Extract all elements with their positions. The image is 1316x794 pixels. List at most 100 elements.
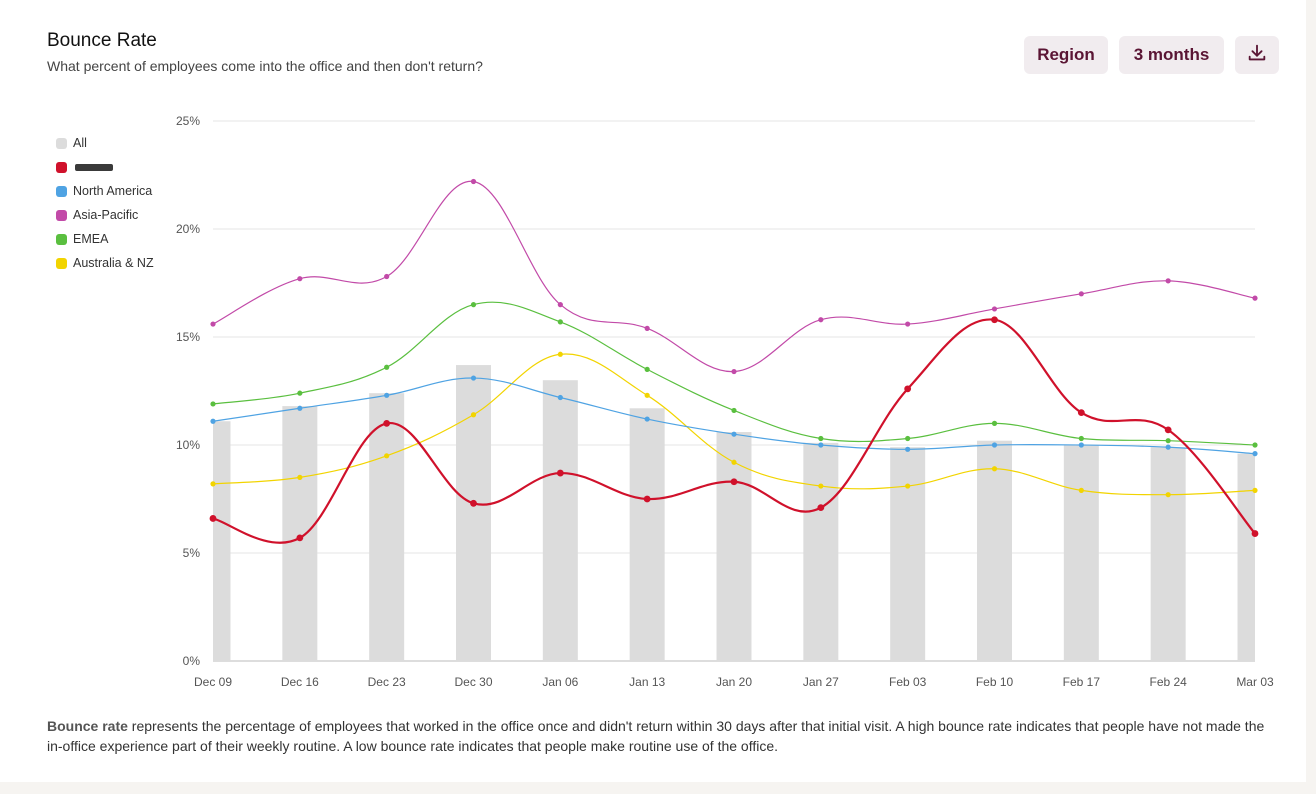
data-point <box>818 317 824 323</box>
data-point <box>296 534 304 542</box>
data-point <box>1078 442 1084 448</box>
legend-item[interactable]: North America <box>56 179 154 203</box>
legend-label: Australia & NZ <box>73 256 154 270</box>
y-tick-label: 5% <box>183 546 201 560</box>
bar-all <box>803 442 839 661</box>
data-point <box>818 435 824 442</box>
data-point <box>470 499 477 507</box>
footnote-text: represents the percentage of employees t… <box>47 718 1265 754</box>
data-point <box>731 459 737 465</box>
data-point <box>1077 409 1085 416</box>
page-subtitle: What percent of employees come into the … <box>47 58 483 74</box>
data-point <box>210 401 216 407</box>
footnote-term: Bounce rate <box>47 718 128 734</box>
data-point <box>1078 291 1084 297</box>
legend-item[interactable]: Asia-Pacific <box>56 203 154 227</box>
bar-all <box>716 432 752 661</box>
legend-item[interactable]: All <box>56 131 154 155</box>
bar-all <box>1237 453 1255 661</box>
x-tick-label: Jan 27 <box>803 675 839 689</box>
data-point <box>818 483 824 489</box>
data-point <box>557 351 563 357</box>
data-point <box>731 407 737 414</box>
bar-all <box>1150 447 1186 661</box>
legend-label: North America <box>73 184 153 198</box>
page-title: Bounce Rate <box>47 30 157 51</box>
y-tick-label: 0% <box>183 654 201 668</box>
data-point <box>904 385 912 393</box>
data-point <box>384 364 390 370</box>
x-tick-label: Feb 10 <box>976 675 1014 689</box>
data-point <box>1252 442 1258 448</box>
download-icon <box>1246 42 1268 69</box>
x-tick-label: Dec 09 <box>194 675 232 689</box>
bar-all <box>890 447 926 661</box>
data-point <box>731 368 737 375</box>
legend-redacted-label <box>75 163 113 171</box>
x-tick-label: Dec 16 <box>281 675 319 689</box>
data-point <box>557 302 563 308</box>
data-point <box>991 316 998 324</box>
bar-all <box>369 393 405 661</box>
data-point <box>643 495 651 503</box>
data-point <box>731 431 737 437</box>
legend-swatch <box>56 185 67 197</box>
bar-all <box>977 440 1012 661</box>
legend-swatch <box>56 209 67 221</box>
data-point <box>1252 451 1258 457</box>
data-point <box>297 405 303 411</box>
x-tick-label: Feb 17 <box>1063 675 1101 689</box>
x-tick-label: Dec 23 <box>368 675 406 689</box>
legend-swatch <box>56 233 67 245</box>
data-point <box>1165 438 1171 444</box>
data-point <box>644 392 650 398</box>
bounce-rate-card: Bounce Rate What percent of employees co… <box>0 0 1306 782</box>
legend-swatch <box>56 137 67 149</box>
legend-item[interactable]: Australia & NZ <box>56 251 154 275</box>
bar-all <box>542 380 578 661</box>
data-point <box>905 435 911 442</box>
data-point <box>384 273 390 280</box>
data-point <box>470 302 477 308</box>
time-range-button[interactable]: 3 months <box>1119 36 1224 74</box>
legend-swatch <box>56 257 67 269</box>
data-point <box>644 325 650 331</box>
data-point <box>557 394 563 401</box>
data-point <box>210 321 216 327</box>
data-point <box>1078 487 1084 493</box>
bounce-rate-chart: 0% 5% 10% 15% 20% 25% Dec 09 Dec 16 Dec 23 Dec 30… <box>176 114 1274 689</box>
series-line <box>212 180 1256 373</box>
y-tick-label: 25% <box>176 114 200 128</box>
legend-label: Asia-Pacific <box>73 208 139 222</box>
data-point <box>1165 278 1171 284</box>
chart-legend: All North America Asia-Pacific EMEA Australi… <box>56 131 154 275</box>
data-point <box>905 446 911 452</box>
data-point <box>384 392 390 398</box>
data-point <box>1078 435 1084 442</box>
data-point <box>470 412 477 418</box>
data-point <box>1252 295 1258 301</box>
data-point <box>1165 444 1171 450</box>
legend-item[interactable] <box>56 155 154 179</box>
region-button[interactable]: Region <box>1024 36 1108 74</box>
data-point <box>470 375 477 381</box>
download-button[interactable] <box>1235 36 1279 74</box>
data-point <box>991 466 998 472</box>
legend-item[interactable]: EMEA <box>56 227 154 251</box>
x-tick-label: Jan 20 <box>716 675 752 689</box>
legend-swatch <box>56 161 67 173</box>
data-point <box>297 276 303 282</box>
y-tick-label: 10% <box>176 438 200 452</box>
data-point <box>383 420 391 427</box>
data-point <box>905 483 911 489</box>
bar-all <box>213 421 231 661</box>
data-point <box>1252 487 1258 493</box>
x-tick-label: Jan 13 <box>629 675 665 689</box>
x-tick-label: Mar 03 <box>1236 675 1274 689</box>
data-point <box>210 418 216 424</box>
data-point <box>210 481 216 487</box>
data-point <box>1165 492 1171 498</box>
data-point <box>384 453 390 459</box>
data-point <box>556 469 564 477</box>
x-tick-label: Feb 24 <box>1149 675 1187 689</box>
